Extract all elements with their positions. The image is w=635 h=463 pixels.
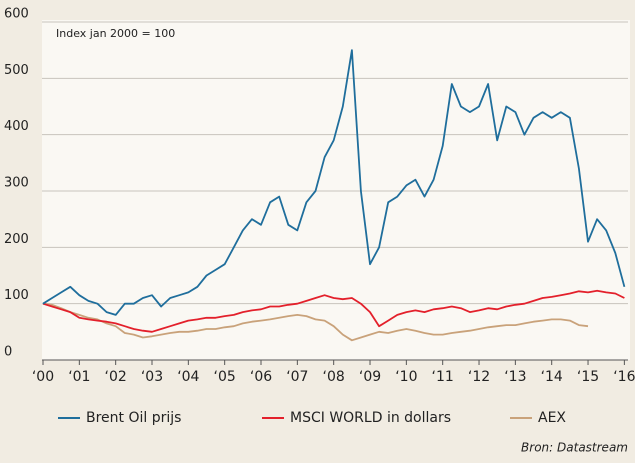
legend-label: Brent Oil prijs — [86, 410, 181, 426]
x-tick-label: ‘02 — [105, 369, 127, 385]
x-tick-label: ‘16 — [613, 369, 635, 385]
y-tick-label: 600 — [4, 7, 29, 22]
series-line — [42, 289, 625, 333]
x-tick-label: ‘00 — [32, 369, 54, 385]
x-tick-label: ‘04 — [177, 369, 199, 385]
x-tick-label: ‘11 — [432, 369, 454, 385]
x-tick-label: ‘03 — [141, 369, 163, 385]
x-tick-label: ‘01 — [68, 369, 90, 385]
annotation-box — [50, 24, 200, 44]
x-tick-label: ‘12 — [468, 369, 490, 385]
x-tick-label: ‘09 — [359, 369, 381, 385]
x-tick-label: ‘07 — [286, 369, 308, 385]
plot-area — [42, 20, 630, 360]
y-tick-label: 0 — [4, 345, 12, 360]
x-tick-label: ‘15 — [577, 369, 599, 385]
y-tick-label: 500 — [4, 63, 29, 78]
y-tick-label: 300 — [4, 176, 29, 191]
x-tick-label: ‘13 — [504, 369, 526, 385]
x-tick-label: ‘06 — [250, 369, 272, 385]
series-line — [42, 49, 626, 316]
y-tick-label: 200 — [4, 232, 29, 247]
x-tick-label: ‘10 — [395, 369, 417, 385]
legend-label: MSCI WORLD in dollars — [290, 410, 451, 426]
y-tick-label: 100 — [4, 288, 29, 303]
source: Bron: Datastream — [521, 441, 628, 455]
y-tick-label: 400 — [4, 119, 29, 134]
x-tick-label: ‘05 — [214, 369, 236, 385]
series-line — [42, 302, 589, 342]
annotation: Index jan 2000 = 100 — [56, 27, 175, 40]
legend-label: AEX — [538, 410, 566, 426]
x-tick-label: ‘14 — [541, 369, 563, 385]
x-tick-label: ‘08 — [323, 369, 345, 385]
